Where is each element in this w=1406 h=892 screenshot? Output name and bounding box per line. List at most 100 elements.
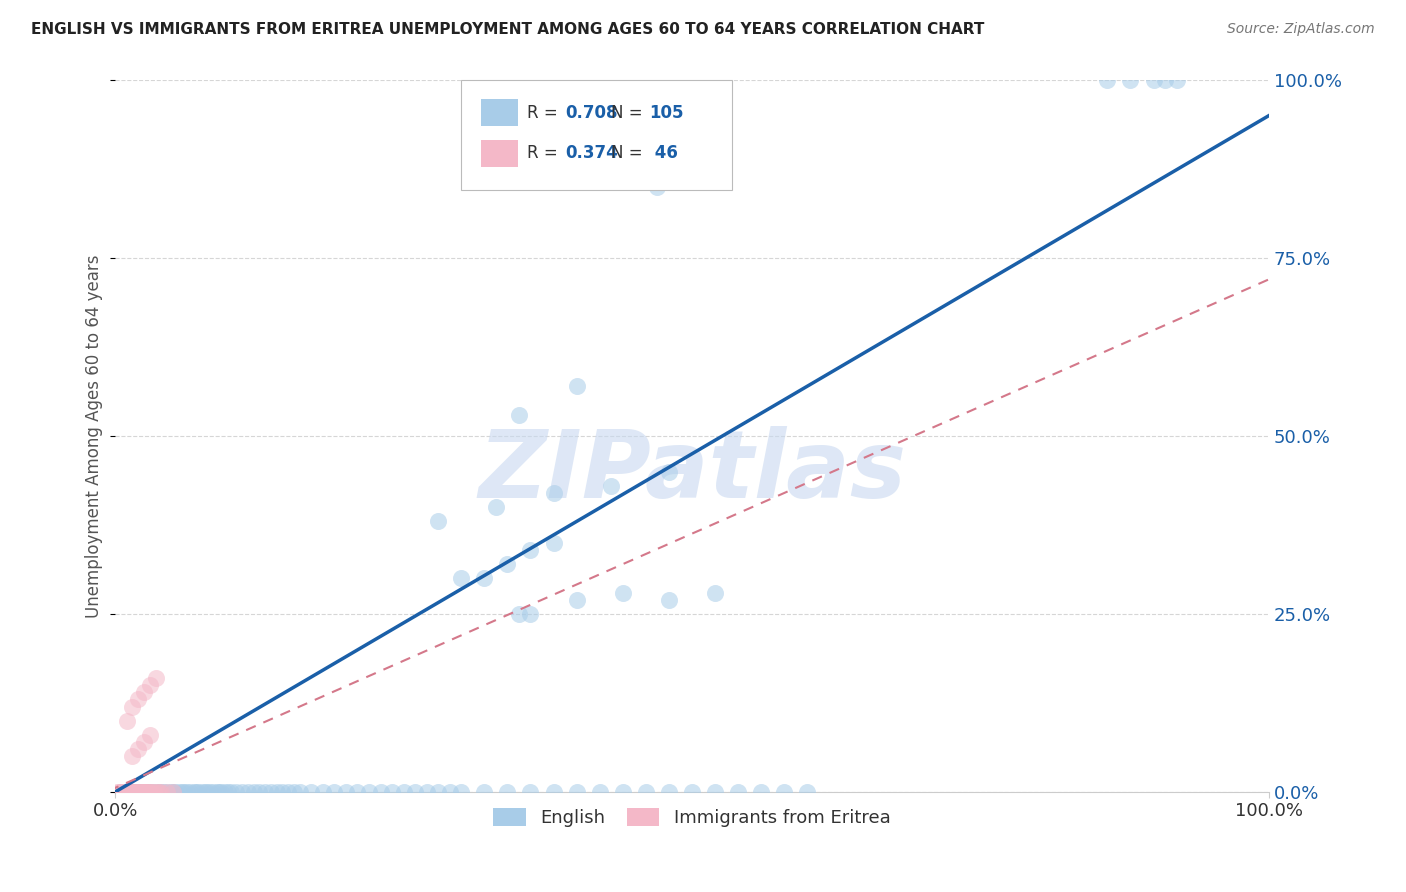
Point xyxy=(112,785,135,799)
Point xyxy=(129,785,152,799)
Text: ZIPatlas: ZIPatlas xyxy=(478,425,905,517)
Text: ENGLISH VS IMMIGRANTS FROM ERITREA UNEMPLOYMENT AMONG AGES 60 TO 64 YEARS CORREL: ENGLISH VS IMMIGRANTS FROM ERITREA UNEMP… xyxy=(31,22,984,37)
Text: Source: ZipAtlas.com: Source: ZipAtlas.com xyxy=(1227,22,1375,37)
Point xyxy=(225,785,247,799)
Text: R =: R = xyxy=(527,145,562,162)
Point xyxy=(634,785,657,799)
Point xyxy=(131,785,153,799)
Point xyxy=(124,785,146,799)
Point xyxy=(120,785,142,799)
Point xyxy=(132,785,155,799)
Point xyxy=(217,785,239,799)
Point xyxy=(111,785,134,799)
Point xyxy=(145,785,167,799)
Point xyxy=(392,785,415,799)
Point xyxy=(283,785,305,799)
Point xyxy=(1166,73,1188,87)
Point xyxy=(323,785,346,799)
Point xyxy=(208,785,231,799)
Point xyxy=(508,607,530,621)
Point xyxy=(162,785,184,799)
Point xyxy=(496,557,519,571)
Point xyxy=(150,785,173,799)
Point xyxy=(335,785,357,799)
Point xyxy=(108,785,131,799)
Point xyxy=(214,785,236,799)
Point xyxy=(121,699,143,714)
Point xyxy=(647,179,669,194)
Point xyxy=(179,785,201,799)
Point xyxy=(773,785,796,799)
Point xyxy=(127,692,149,706)
Point xyxy=(114,785,136,799)
Point xyxy=(139,678,162,692)
Point xyxy=(139,785,162,799)
Point xyxy=(589,785,612,799)
Point xyxy=(165,785,187,799)
Point xyxy=(162,785,184,799)
Text: 46: 46 xyxy=(650,145,678,162)
Point xyxy=(120,785,142,799)
Point xyxy=(127,785,149,799)
Point xyxy=(209,785,232,799)
Point xyxy=(485,500,508,515)
Point xyxy=(472,571,495,585)
Point xyxy=(121,749,143,764)
Text: N =: N = xyxy=(612,145,648,162)
Point xyxy=(112,785,135,799)
Point xyxy=(427,785,450,799)
Point xyxy=(115,785,138,799)
Point xyxy=(125,785,148,799)
Point xyxy=(496,785,519,799)
Point xyxy=(247,785,270,799)
Point xyxy=(136,785,159,799)
Point xyxy=(173,785,195,799)
Point xyxy=(107,785,129,799)
Point xyxy=(288,785,311,799)
Point xyxy=(128,785,150,799)
Point xyxy=(205,785,228,799)
Point xyxy=(159,785,181,799)
Point xyxy=(260,785,283,799)
Point xyxy=(681,785,703,799)
Point xyxy=(129,785,152,799)
Point xyxy=(197,785,219,799)
Point xyxy=(219,785,242,799)
Point xyxy=(132,785,155,799)
Point xyxy=(565,785,588,799)
Point xyxy=(658,465,681,479)
Point xyxy=(183,785,205,799)
Point xyxy=(543,535,565,549)
Point xyxy=(312,785,335,799)
Point xyxy=(450,571,472,585)
Point xyxy=(796,785,818,799)
Point xyxy=(565,592,588,607)
Point xyxy=(242,785,264,799)
Point xyxy=(121,785,143,799)
Point xyxy=(202,785,225,799)
Point xyxy=(194,785,217,799)
Point xyxy=(132,735,155,749)
Point xyxy=(139,785,162,799)
Point xyxy=(381,785,404,799)
Point xyxy=(152,785,174,799)
Point xyxy=(132,685,155,699)
Point xyxy=(127,742,149,756)
Legend: English, Immigrants from Eritrea: English, Immigrants from Eritrea xyxy=(486,801,898,834)
Point xyxy=(299,785,322,799)
Point xyxy=(404,785,426,799)
Point xyxy=(141,785,163,799)
Point xyxy=(600,479,623,493)
Point xyxy=(236,785,259,799)
Point xyxy=(277,785,299,799)
Point xyxy=(1154,73,1177,87)
Point xyxy=(167,785,190,799)
Point xyxy=(125,785,148,799)
Point xyxy=(357,785,380,799)
Point xyxy=(118,785,141,799)
Point xyxy=(727,785,749,799)
Point xyxy=(519,607,541,621)
Bar xyxy=(481,140,517,167)
Point xyxy=(565,379,588,393)
Point xyxy=(134,785,156,799)
